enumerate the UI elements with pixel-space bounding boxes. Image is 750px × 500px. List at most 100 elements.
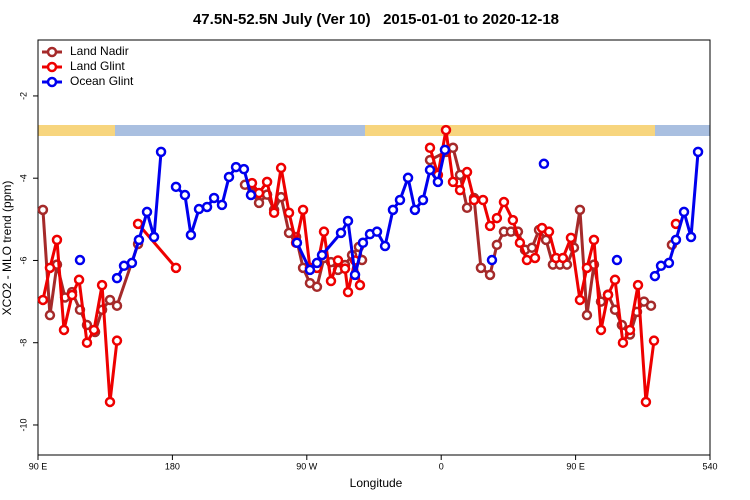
y-tick-label: -8 bbox=[18, 339, 28, 347]
data-point bbox=[335, 227, 347, 239]
data-point bbox=[439, 144, 451, 156]
data-point bbox=[291, 237, 303, 249]
data-point bbox=[141, 206, 153, 218]
x-tick-label: 90 W bbox=[296, 461, 318, 471]
data-point bbox=[44, 262, 56, 274]
x-tick-label: 540 bbox=[702, 461, 717, 471]
data-point bbox=[670, 234, 682, 246]
data-point bbox=[133, 234, 145, 246]
x-axis-label: Longitude bbox=[350, 476, 403, 490]
data-point bbox=[595, 324, 607, 336]
data-point bbox=[632, 279, 644, 291]
surface-strip bbox=[38, 125, 710, 136]
data-point bbox=[602, 289, 614, 301]
data-point bbox=[611, 254, 623, 266]
data-point bbox=[170, 181, 182, 193]
data-point bbox=[685, 231, 697, 243]
data-point bbox=[540, 234, 552, 246]
y-axis-label: XCO2 - MLO trend (ppm) bbox=[0, 181, 14, 316]
data-point bbox=[461, 202, 473, 214]
data-point bbox=[440, 124, 452, 136]
data-point bbox=[565, 232, 577, 244]
data-point bbox=[468, 194, 480, 206]
data-point bbox=[387, 204, 399, 216]
legend-label: Land Glint bbox=[70, 59, 125, 73]
data-point bbox=[311, 281, 323, 293]
data-point bbox=[201, 201, 213, 213]
data-point bbox=[238, 163, 250, 175]
data-point bbox=[318, 226, 330, 237]
data-point bbox=[332, 255, 344, 266]
data-point bbox=[126, 257, 138, 269]
data-point bbox=[394, 194, 406, 206]
data-point bbox=[73, 274, 85, 286]
data-point bbox=[609, 304, 621, 316]
data-point bbox=[588, 234, 600, 246]
data-point bbox=[491, 239, 503, 251]
legend-marker bbox=[46, 76, 58, 88]
data-point bbox=[88, 324, 100, 336]
data-point bbox=[486, 254, 498, 266]
data-point bbox=[185, 229, 197, 241]
data-point bbox=[223, 171, 235, 183]
data-point bbox=[581, 309, 593, 321]
y-tick-label: -4 bbox=[18, 174, 28, 182]
data-point bbox=[283, 207, 295, 218]
data-point bbox=[557, 252, 569, 264]
data-point bbox=[521, 254, 533, 266]
data-point bbox=[342, 286, 354, 298]
data-point bbox=[111, 335, 123, 346]
data-point bbox=[484, 220, 496, 232]
data-point bbox=[574, 294, 586, 306]
data-point bbox=[371, 226, 383, 237]
data-point bbox=[417, 194, 429, 206]
data-point bbox=[261, 176, 273, 188]
data-point bbox=[66, 289, 78, 301]
data-point bbox=[624, 324, 636, 336]
data-point bbox=[484, 269, 496, 281]
data-point bbox=[74, 254, 86, 266]
data-point bbox=[37, 294, 49, 306]
data-point bbox=[648, 335, 660, 346]
data-point bbox=[216, 199, 228, 211]
data-point bbox=[432, 176, 444, 188]
data-point bbox=[354, 279, 366, 291]
plot-frame bbox=[37, 39, 711, 456]
data-point bbox=[529, 252, 541, 264]
data-point bbox=[170, 262, 182, 274]
data-point bbox=[275, 162, 287, 174]
land-strip bbox=[38, 125, 710, 136]
data-point bbox=[461, 166, 473, 178]
data-point bbox=[179, 189, 191, 201]
data-point bbox=[477, 194, 489, 206]
data-point bbox=[424, 164, 436, 176]
data-point bbox=[311, 257, 323, 269]
data-point bbox=[379, 240, 391, 252]
data-point bbox=[538, 158, 550, 170]
data-point bbox=[640, 396, 652, 408]
data-point bbox=[609, 274, 621, 286]
data-point bbox=[148, 231, 160, 243]
data-point bbox=[491, 212, 503, 224]
data-point bbox=[104, 396, 116, 408]
y-tick-label: -2 bbox=[18, 92, 28, 100]
data-point bbox=[663, 257, 675, 269]
x-tick-label: 90 E bbox=[566, 461, 585, 471]
data-point bbox=[96, 279, 108, 291]
data-point bbox=[44, 309, 56, 321]
legend-marker bbox=[46, 46, 58, 58]
data-point bbox=[304, 264, 316, 276]
series bbox=[74, 144, 704, 284]
x-tick-label: 0 bbox=[439, 461, 444, 471]
data-point bbox=[37, 204, 49, 216]
data-point bbox=[447, 176, 459, 188]
data-point bbox=[357, 237, 369, 249]
legend-marker bbox=[46, 61, 58, 73]
chart-title: 47.5N-52.5N July (Ver 10) 2015-01-01 to … bbox=[193, 11, 559, 28]
data-point bbox=[316, 249, 328, 261]
series bbox=[37, 124, 682, 408]
data-point bbox=[514, 237, 526, 249]
